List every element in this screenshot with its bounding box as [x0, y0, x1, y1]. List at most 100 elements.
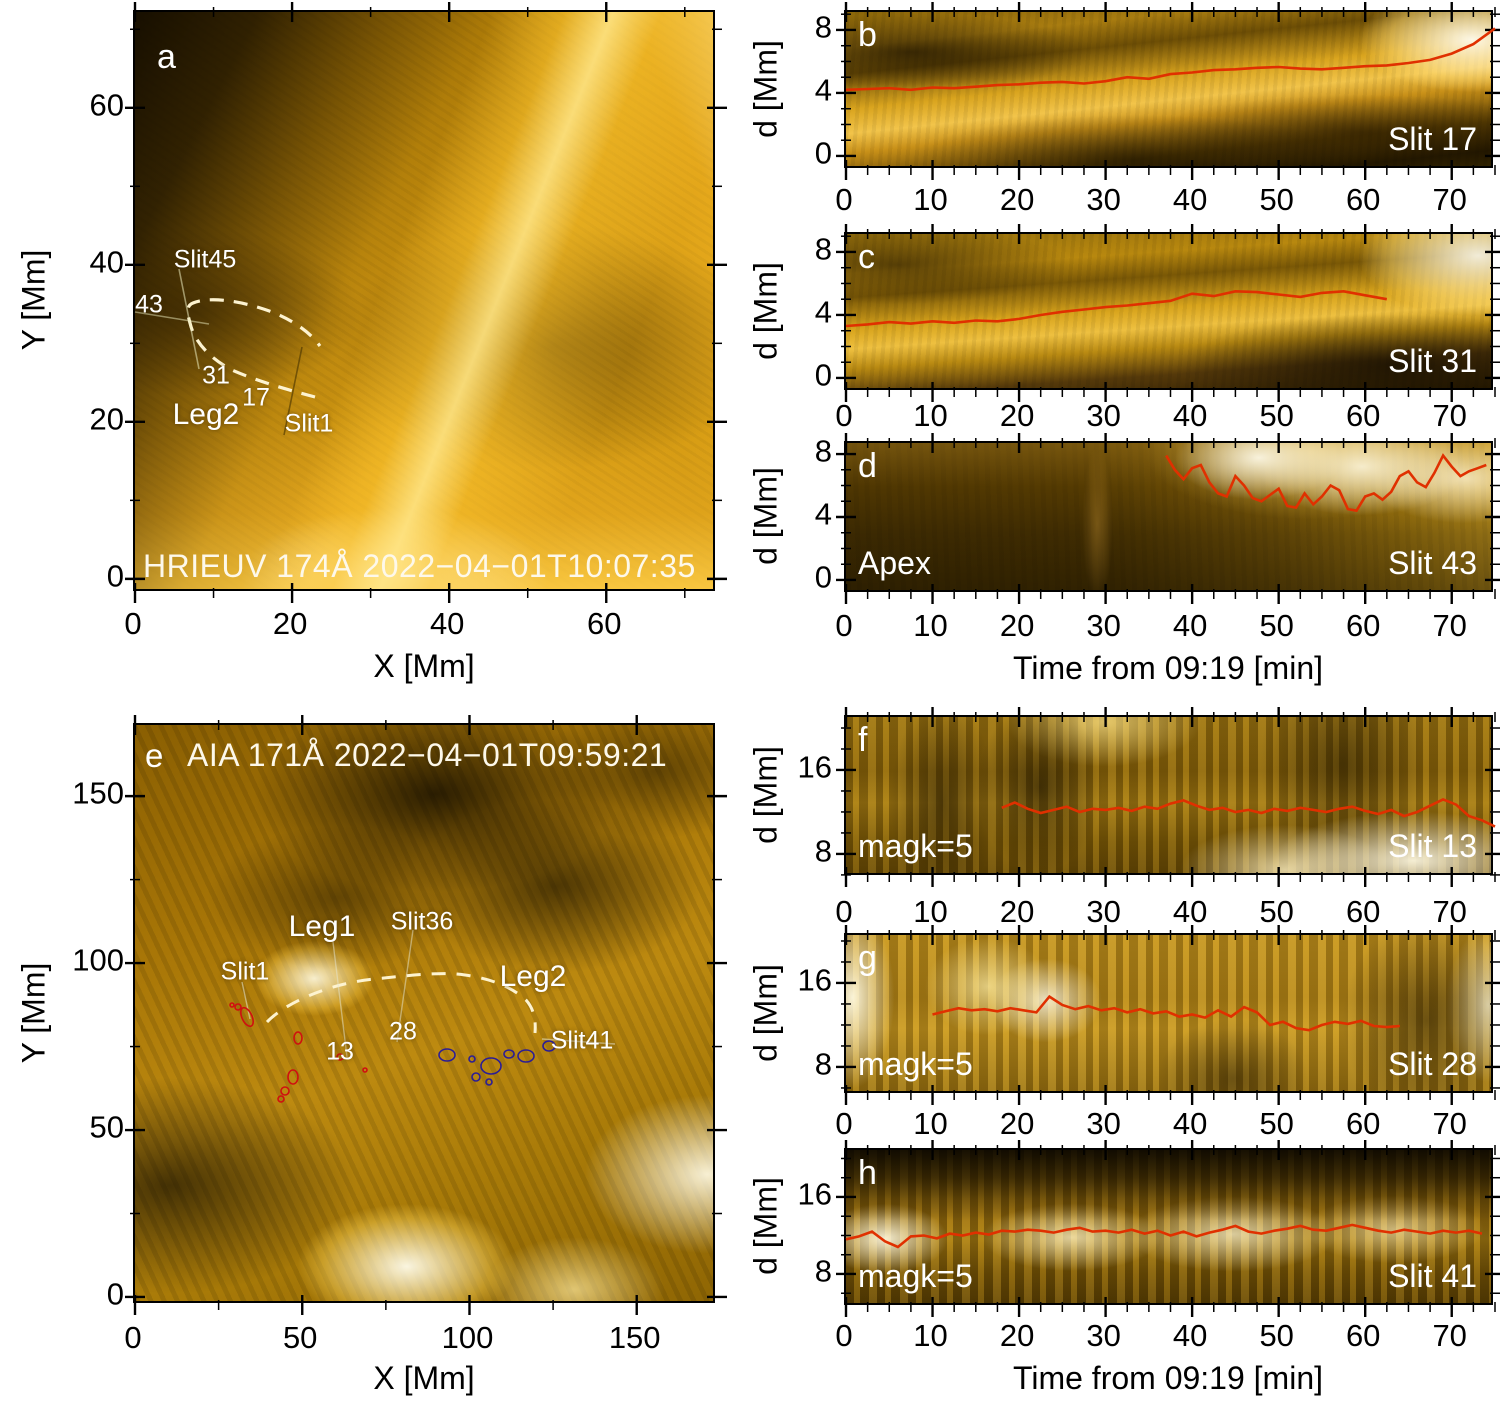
panel-a-x-tick-labels: 0 20 40 60 — [124, 606, 715, 644]
x-tick-label: 20 — [999, 182, 1035, 217]
magk-label: magk=5 — [858, 1258, 973, 1294]
x-tick-label: 70 — [1432, 894, 1467, 929]
panel-d-y-tick-labels: 0 4 8 — [762, 433, 832, 595]
panel-a: a HRIEUV 174Å 2022−04−01T10:07:35 Slit45… — [125, 2, 727, 603]
panel-d-x-tick-labels: 0 10 20 30 40 50 60 70 — [835, 608, 1493, 646]
x-tick-label: 50 — [1259, 1106, 1294, 1141]
panel-e: e AIA 171Å 2022−04−01T09:59:21 Slit1 Leg… — [125, 715, 727, 1315]
lower-time-axis-title: Time from 09:19 [min] — [1012, 1360, 1324, 1396]
panel-d: d Apex Slit 43 — [836, 433, 1500, 604]
panel-c-x-tick-labels: 0 10 20 30 40 50 60 70 — [835, 398, 1493, 436]
panel-e-y-axis-title: Y [Mm] — [15, 962, 52, 1064]
panel-b-x-tick-labels: 0 10 20 30 40 50 60 70 — [835, 182, 1493, 220]
panel-e-y-tick-labels: 0 50 100 150 — [54, 723, 124, 1311]
y-tick-label: 40 — [89, 244, 124, 280]
panel-g-y-tick-labels: 8 16 — [762, 933, 832, 1093]
panel-e-solar-image — [135, 725, 713, 1301]
panel-letter: h — [858, 1154, 877, 1192]
y-tick-label: 150 — [72, 775, 124, 811]
panel-h-y-tick-labels: 8 16 — [762, 1148, 832, 1305]
y-tick-label: 16 — [797, 749, 832, 785]
annotation-slit41: Slit41 — [550, 1026, 614, 1055]
y-tick-label: 60 — [89, 87, 124, 123]
x-tick-label: 0 — [835, 182, 853, 217]
x-tick-label: 10 — [913, 1318, 948, 1353]
x-tick-label: 60 — [1345, 1106, 1381, 1141]
x-tick-label: 10 — [913, 608, 948, 643]
y-tick-label: 0 — [106, 1276, 124, 1312]
panel-e-x-tick-labels: 0 50 100 150 — [124, 1320, 715, 1358]
y-tick-label: 0 — [814, 559, 832, 595]
x-tick-label: 30 — [1086, 894, 1121, 929]
x-tick-label: 30 — [1086, 1318, 1121, 1353]
x-tick-label: 20 — [272, 606, 308, 641]
annotation-31: 31 — [202, 361, 230, 390]
x-tick-label: 60 — [1345, 1318, 1381, 1353]
x-tick-label: 70 — [1432, 182, 1467, 217]
x-tick-label: 10 — [913, 398, 948, 433]
x-tick-label: 40 — [1172, 1318, 1208, 1353]
panel-f-y-tick-labels: 8 16 — [762, 715, 832, 875]
slit-label: Slit 31 — [1388, 343, 1477, 379]
x-tick-label: 20 — [999, 608, 1035, 643]
panel-g-x-tick-labels: 0 10 20 30 40 50 60 70 — [835, 1106, 1493, 1144]
slit-label: Slit 41 — [1388, 1258, 1477, 1294]
panel-letter: b — [858, 16, 877, 54]
panel-c: c Slit 31 — [836, 224, 1500, 402]
panel-d-y-axis-title: d [Mm] — [747, 467, 784, 565]
slit-label: Slit 13 — [1388, 828, 1477, 864]
instrument-timestamp-label: HRIEUV 174Å 2022−04−01T10:07:35 — [143, 548, 696, 584]
y-tick-label: 0 — [106, 558, 124, 594]
y-tick-label: 8 — [814, 1253, 832, 1289]
panel-b-y-axis-title: d [Mm] — [747, 40, 784, 138]
x-tick-label: 10 — [913, 1106, 948, 1141]
annotation-slit1: Slit1 — [220, 957, 270, 986]
y-tick-label: 8 — [814, 833, 832, 869]
x-tick-label: 60 — [1345, 608, 1381, 643]
panel-e-x-axis-title: X [Mm] — [373, 1360, 475, 1396]
x-tick-label: 60 — [1345, 894, 1381, 929]
annotation-slit45: Slit45 — [173, 245, 237, 274]
x-tick-label: 0 — [835, 1318, 853, 1353]
panel-letter: g — [858, 939, 877, 977]
slit-label: Slit 43 — [1388, 545, 1477, 581]
y-tick-label: 0 — [814, 357, 832, 393]
annotation-17: 17 — [242, 383, 270, 412]
x-tick-label: 50 — [282, 1320, 318, 1355]
x-tick-label: 50 — [1259, 894, 1294, 929]
panel-letter: c — [858, 238, 875, 276]
x-tick-label: 20 — [999, 398, 1035, 433]
x-tick-label: 60 — [1345, 398, 1381, 433]
panel-b-y-tick-labels: 0 4 8 — [762, 9, 832, 170]
annotation-slit36: Slit36 — [390, 907, 454, 936]
x-tick-label: 40 — [1172, 894, 1208, 929]
slit-label: Slit 17 — [1388, 121, 1477, 157]
y-tick-label: 4 — [814, 72, 832, 108]
panel-f: f magk=5 Slit 13 — [836, 707, 1500, 887]
annotation-leg1: Leg1 — [288, 910, 356, 943]
x-tick-label: 60 — [1345, 182, 1381, 217]
x-tick-label: 100 — [441, 1320, 494, 1355]
annotation-28: 28 — [389, 1017, 417, 1046]
x-tick-label: 50 — [1259, 182, 1294, 217]
y-tick-label: 16 — [797, 1176, 832, 1212]
y-tick-label: 50 — [89, 1109, 124, 1145]
magk-label: magk=5 — [858, 1046, 973, 1082]
y-tick-label: 4 — [814, 496, 832, 532]
x-tick-label: 0 — [124, 1320, 142, 1355]
x-tick-label: 10 — [913, 182, 948, 217]
x-tick-label: 0 — [835, 398, 853, 433]
annotation-13: 13 — [326, 1037, 354, 1066]
x-tick-label: 20 — [999, 1106, 1035, 1141]
panel-a-solar-image — [135, 12, 713, 589]
x-tick-label: 50 — [1259, 1318, 1294, 1353]
annotation-43: 43 — [135, 290, 163, 319]
panel-h-y-axis-title: d [Mm] — [747, 1177, 784, 1275]
x-tick-label: 60 — [587, 606, 622, 641]
panel-a-y-axis-title: Y [Mm] — [15, 249, 52, 351]
instrument-timestamp-label: AIA 171Å 2022−04−01T09:59:21 — [187, 737, 668, 773]
x-tick-label: 150 — [608, 1320, 661, 1355]
x-tick-label: 40 — [1172, 608, 1208, 643]
panel-c-y-tick-labels: 0 4 8 — [762, 231, 832, 393]
